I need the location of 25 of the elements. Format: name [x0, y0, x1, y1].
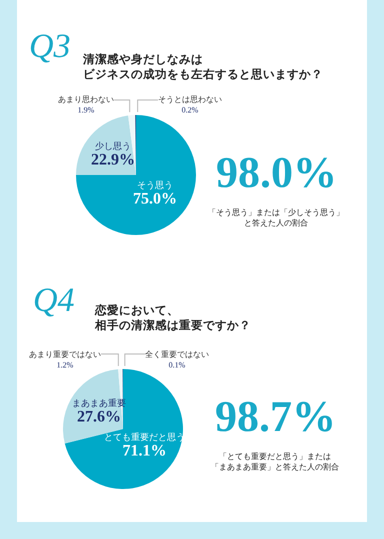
data-label: 22.9%	[91, 152, 135, 169]
slice-label: そうとは思わない	[158, 95, 222, 104]
chart-subtitle: Q3	[29, 28, 71, 65]
data-label: 27.6%	[77, 408, 121, 426]
data-label: 75.0%	[133, 190, 177, 208]
data-label: 1.2%	[56, 360, 74, 370]
slice-label: 少し思う	[95, 141, 131, 152]
text: 98.7%	[215, 392, 336, 441]
text: 98.0%	[216, 148, 337, 197]
text: 「そう思う」または「少しそう思う」と答えた人の割合	[208, 208, 344, 228]
chart-title: 恋愛において、相手の清潔感は重要ですか？	[94, 303, 251, 332]
chart-subtitle: Q4	[33, 282, 75, 319]
slice-label: とても重要だと思う	[104, 432, 185, 443]
slice-label: あまり重要ではない	[29, 350, 101, 359]
pie-slice	[76, 115, 196, 235]
slice-label: そう思う	[137, 180, 173, 191]
slice-label: 全く重要ではない	[145, 350, 209, 359]
pie-slice	[64, 369, 183, 489]
chart-title: 清潔感や身だしなみはビジネスの成功をも左右すると思いますか？	[82, 52, 323, 81]
slice-label: あまり思わない	[58, 95, 114, 104]
data-label: 0.2%	[182, 105, 199, 114]
data-label: 0.1%	[168, 360, 186, 370]
data-label: 1.9%	[78, 105, 95, 114]
text: 「とても重要だと思う」または「まあまあ重要」と答えた人の割合	[211, 452, 339, 472]
data-label: 71.1%	[122, 442, 166, 460]
